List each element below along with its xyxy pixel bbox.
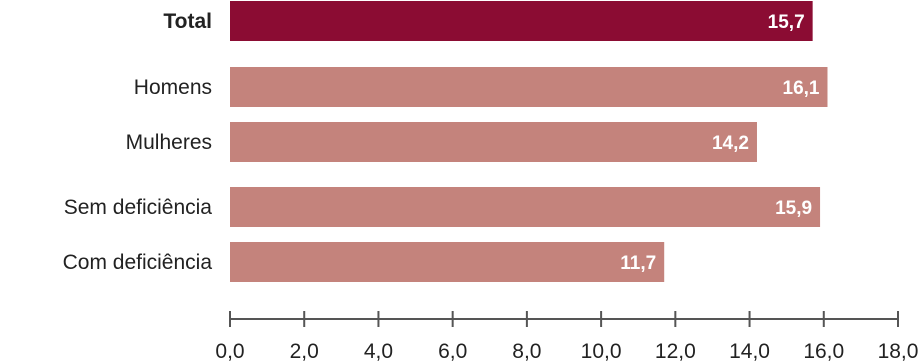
bar-com-deficiencia: [230, 242, 665, 282]
category-label-homens: Homens: [134, 76, 212, 99]
value-label-sem-deficiencia: 15,9: [775, 198, 812, 219]
bar-homens: [230, 67, 828, 107]
value-label-com-deficiencia: 11,7: [620, 253, 656, 274]
x-tick-label: 16,0: [803, 340, 844, 363]
x-axis: 0,0 2,0 4,0 6,0 8,0 10,0 12,0 14,0 16,0 18,0: [215, 311, 918, 363]
bar-sem-deficiencia: [230, 187, 821, 227]
x-tick-label: 0,0: [215, 340, 244, 363]
value-label-homens: 16,1: [783, 78, 820, 99]
value-label-total: 15,7: [768, 12, 805, 33]
x-tick-label: 18,0: [878, 340, 919, 363]
x-tick-label: 4,0: [364, 340, 393, 363]
x-tick-label: 8,0: [512, 340, 541, 363]
bars-layer: Total 15,7 Homens 16,1 Mulheres 14,2 Sem defic…: [63, 1, 828, 282]
bar-total: [230, 1, 813, 41]
bar-mulheres: [230, 122, 757, 162]
value-label-mulheres: 14,2: [712, 133, 749, 154]
x-tick-label: 10,0: [581, 340, 622, 363]
category-label-sem-deficiencia: Sem deficiência: [64, 196, 213, 219]
category-label-mulheres: Mulheres: [126, 131, 212, 154]
x-tick-label: 6,0: [438, 340, 467, 363]
x-tick-label: 12,0: [655, 340, 696, 363]
x-tick-label: 14,0: [729, 340, 770, 363]
category-label-com-deficiencia: Com deficiência: [63, 251, 213, 274]
x-tick-label: 2,0: [290, 340, 319, 363]
category-label-total: Total: [163, 10, 212, 33]
